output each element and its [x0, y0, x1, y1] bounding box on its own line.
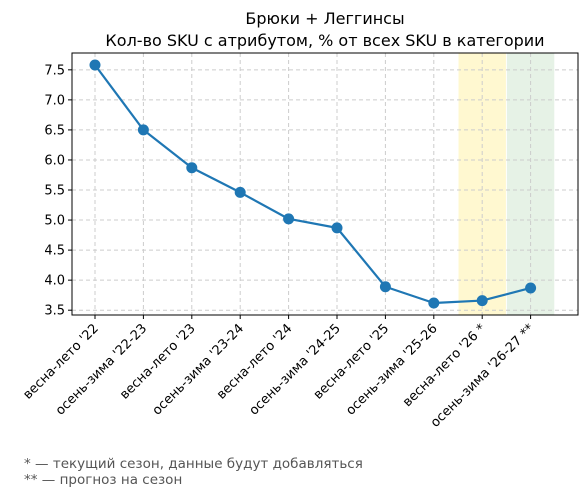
plot-frame [71, 52, 579, 316]
y-tick-label: 4.0 [44, 274, 65, 289]
data-point [283, 213, 295, 225]
chart-subtitle: Кол-во SKU с атрибутом, % от всех SKU в … [105, 31, 544, 50]
y-tick-label: 6.0 [44, 153, 65, 168]
data-point [379, 281, 391, 293]
y-tick-label: 3.5 [44, 304, 65, 319]
data-point [186, 162, 198, 174]
x-tick-label: осень-зима '22-23 [53, 321, 150, 418]
y-tick-label: 4.5 [44, 244, 65, 259]
y-tick-label: 7.0 [44, 93, 65, 108]
highlight-band [458, 53, 506, 315]
data-point [428, 297, 440, 309]
x-tick-label: весна-лето '26 * [400, 321, 489, 410]
x-tick-label: осень-зима '24-25 [247, 321, 344, 418]
series-line [94, 64, 531, 305]
y-tick-label: 5.0 [44, 214, 65, 229]
data-point [234, 186, 246, 198]
x-tick-label: осень-зима '25-26 [343, 321, 440, 418]
highlight-band [506, 53, 555, 315]
footnote-current-season: * — текущий сезон, данные будут добавлят… [24, 456, 363, 472]
data-point [89, 59, 101, 71]
x-tick-label: осень-зима '23-24 [150, 321, 247, 418]
chart-title: Брюки + Леггинсы [245, 9, 404, 28]
y-tick-label: 6.5 [44, 123, 65, 138]
data-point [331, 222, 343, 234]
footnote-forecast: ** — прогноз на сезон [24, 472, 183, 488]
y-tick-label: 5.5 [44, 184, 65, 199]
y-tick-label: 7.5 [44, 63, 65, 78]
data-point [137, 124, 149, 136]
data-point [525, 282, 537, 294]
data-point [476, 295, 488, 307]
